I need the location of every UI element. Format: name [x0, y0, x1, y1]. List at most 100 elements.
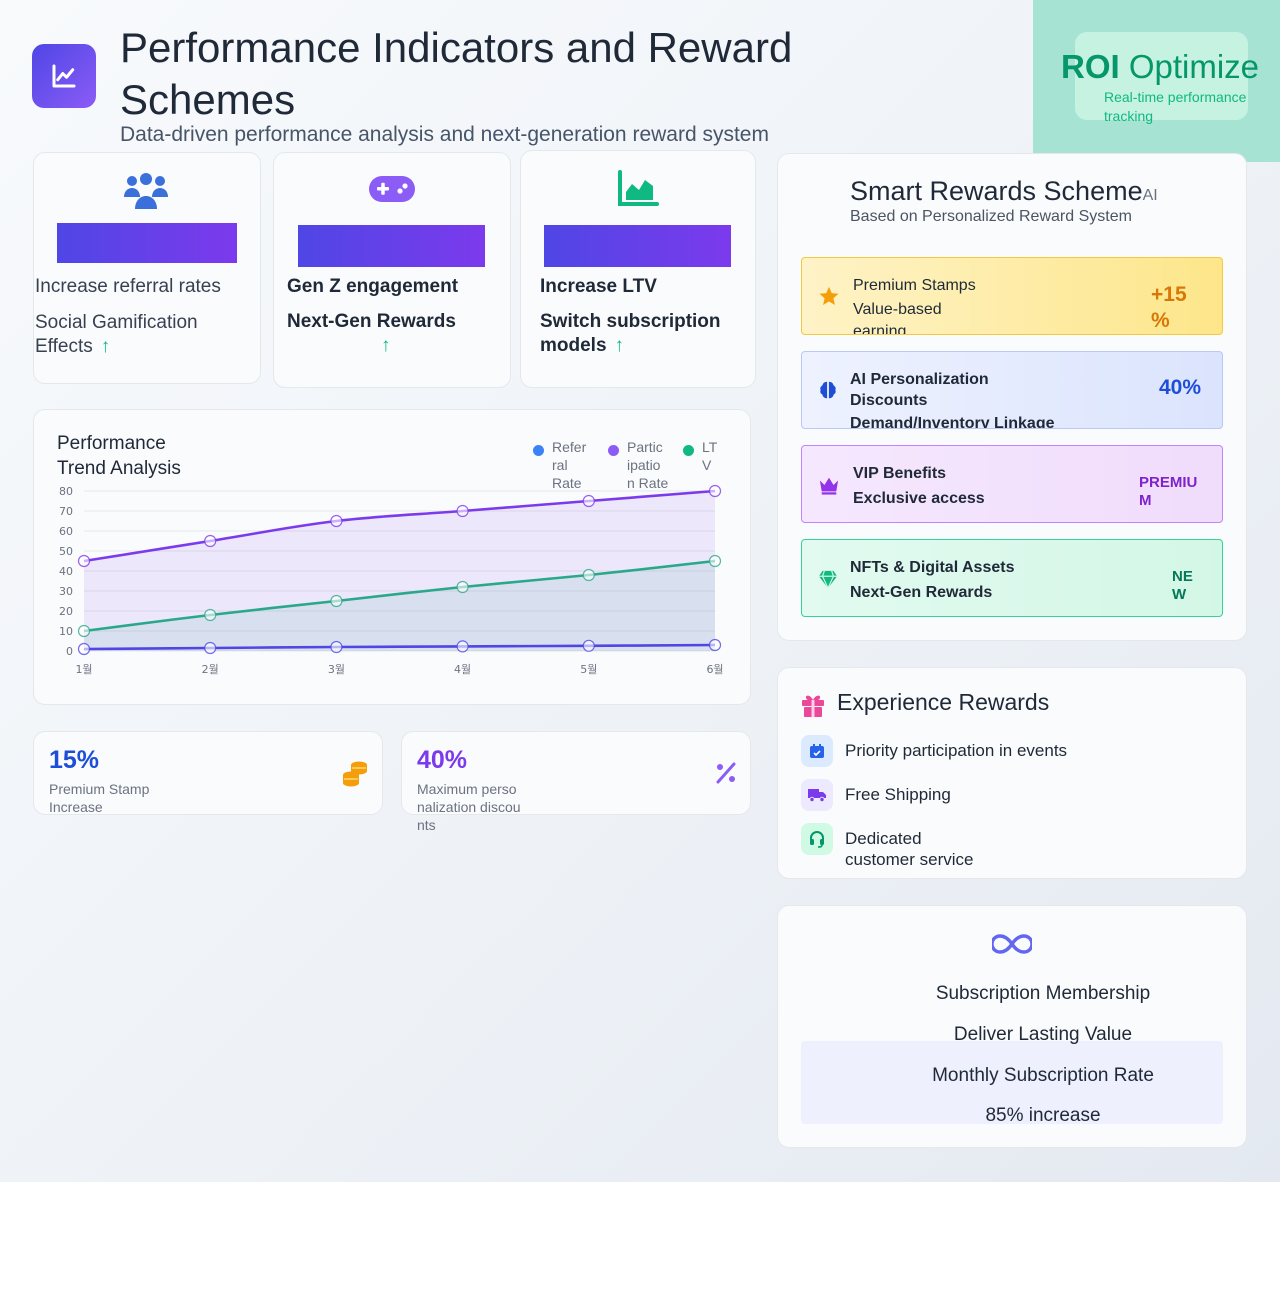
x-tick-label: 3월 [328, 663, 345, 676]
page-title: Performance Indicators and Reward Scheme… [120, 24, 793, 123]
data-point [330, 640, 343, 654]
data-point [456, 504, 469, 518]
x-tick-label: 6월 [706, 663, 723, 676]
metric-bar [57, 223, 237, 263]
metric-title: Increase referral rates [35, 276, 221, 297]
arrow-up-icon: ↑ [614, 335, 625, 356]
reward-description: Value-based earning [853, 301, 942, 335]
series-line [83, 559, 716, 633]
y-tick-label: 10 [59, 625, 73, 638]
stat-card-stamp [33, 731, 383, 815]
area-chart-icon [612, 170, 664, 208]
headset-icon [801, 823, 833, 855]
roi-card [1075, 32, 1248, 120]
data-point [77, 624, 91, 638]
experience-rewards-card [777, 667, 1247, 879]
data-point [582, 568, 595, 582]
reward-description: Exclusive access [853, 490, 985, 507]
metric-bar [298, 225, 485, 267]
y-tick-label: 20 [59, 605, 73, 618]
data-point [456, 640, 469, 653]
star-icon [818, 285, 840, 307]
reward-value: PREMIU M [1139, 474, 1198, 509]
legend-marker-referral [533, 445, 544, 456]
experience-item: Free Shipping [845, 785, 951, 804]
experience-item: Dedicated customer service [845, 829, 974, 869]
stat-label: Maximum personalization discounts [417, 781, 521, 833]
data-point [708, 554, 722, 568]
metric-title: Gen Z engagement [287, 276, 459, 297]
data-point [456, 580, 469, 594]
truck-icon [801, 779, 833, 811]
reward-item-nft[interactable]: NFTs & Digital Assets Next-Gen Rewards N… [801, 539, 1223, 617]
subscription-title: Subscription Membership [935, 983, 1151, 1004]
reward-item-vip[interactable]: VIP Benefits Exclusive access PREMIU M [801, 445, 1223, 523]
roi-title: ROI Optimize [1061, 48, 1260, 85]
reward-value: +15 % [1151, 283, 1187, 332]
y-tick-label: 70 [59, 505, 73, 518]
coins-icon [341, 759, 369, 792]
reward-description: Demand/Inventory Linkage [850, 415, 1055, 429]
data-point [77, 554, 91, 568]
data-point [77, 642, 91, 656]
infinity-icon [990, 933, 1034, 960]
data-point [330, 514, 343, 528]
metric-detail: Social Gamification Effects ↑ [35, 312, 198, 357]
chart-title: Performance Trend Analysis [57, 433, 181, 479]
series-line [83, 489, 716, 563]
trend-chart-icon [32, 44, 96, 108]
series-line [83, 643, 716, 651]
arrow-up-icon: ↑ [381, 335, 391, 356]
y-tick-label: 30 [59, 585, 73, 598]
reward-title: NFTs & Digital Assets [850, 559, 1015, 576]
legend-label-referral[interactable]: Refer ral Rate [552, 439, 587, 491]
legend-marker-ltv [683, 445, 694, 456]
y-tick-label: 60 [59, 525, 73, 538]
data-point [330, 594, 343, 608]
arrow-up-icon: ↑ [100, 336, 111, 357]
subscription-highlight [801, 1041, 1223, 1124]
metric-card-referral [33, 152, 261, 384]
stat-card-discount [401, 731, 751, 815]
rewards-title: Smart Rewards SchemeAI [850, 176, 1158, 206]
reward-value: NE W [1172, 568, 1193, 603]
legend-label-ltv[interactable]: LT V [702, 439, 718, 473]
reward-value: 40% [1159, 376, 1202, 399]
metric-detail: Switch subscription models ↑ [540, 311, 721, 356]
experience-title: Experience Rewards [837, 689, 1050, 715]
data-point [204, 641, 217, 655]
percent-icon [714, 762, 738, 789]
reward-title: Premium Stamps [853, 277, 976, 294]
crown-icon [818, 474, 840, 496]
reward-item-premium-stamps[interactable]: Premium Stamps Value-based earning +15 % [801, 257, 1223, 335]
x-tick-label: 1월 [75, 663, 92, 676]
data-point [204, 608, 217, 622]
legend-label-participation[interactable]: Partic ipatio n Rate [627, 439, 669, 491]
reward-item-ai-discounts[interactable]: AI Personalization Discounts Demand/Inve… [801, 351, 1223, 429]
stat-value: 40% [417, 746, 468, 774]
data-point [582, 494, 595, 508]
data-point [708, 638, 722, 652]
subscription-rate-value: 85% increase [985, 1105, 1101, 1126]
page-subtitle: Data-driven performance analysis and nex… [120, 123, 769, 146]
reward-description: Next-Gen Rewards [850, 584, 993, 601]
x-tick-label: 5월 [580, 663, 597, 676]
legend-marker-participation [608, 445, 619, 456]
subscription-tagline: Deliver Lasting Value [953, 1024, 1133, 1045]
subscription-rate-label: Monthly Subscription Rate [932, 1065, 1154, 1086]
metric-title: Increase LTV [540, 276, 657, 297]
reward-title: VIP Benefits [853, 465, 947, 482]
gamepad-icon [366, 175, 418, 203]
rewards-subtitle: Based on Personalized Reward System [850, 208, 1132, 225]
y-tick-label: 40 [59, 565, 73, 578]
experience-item: Priority participation in events [845, 741, 1068, 760]
data-point [582, 639, 595, 652]
x-tick-label: 4월 [454, 663, 471, 676]
brain-icon [817, 379, 839, 401]
trend-chart: 0 10 20 30 40 50 60 70 80 1월 2월 3월 4월 5월 6월 [59, 484, 724, 676]
roi-subtitle: Real-time performance tracking [1104, 89, 1247, 124]
stat-label: Premium Stamp Increase [49, 781, 150, 815]
chart-card [33, 409, 751, 705]
y-tick-label: 80 [59, 485, 73, 498]
metric-bar [544, 225, 731, 267]
